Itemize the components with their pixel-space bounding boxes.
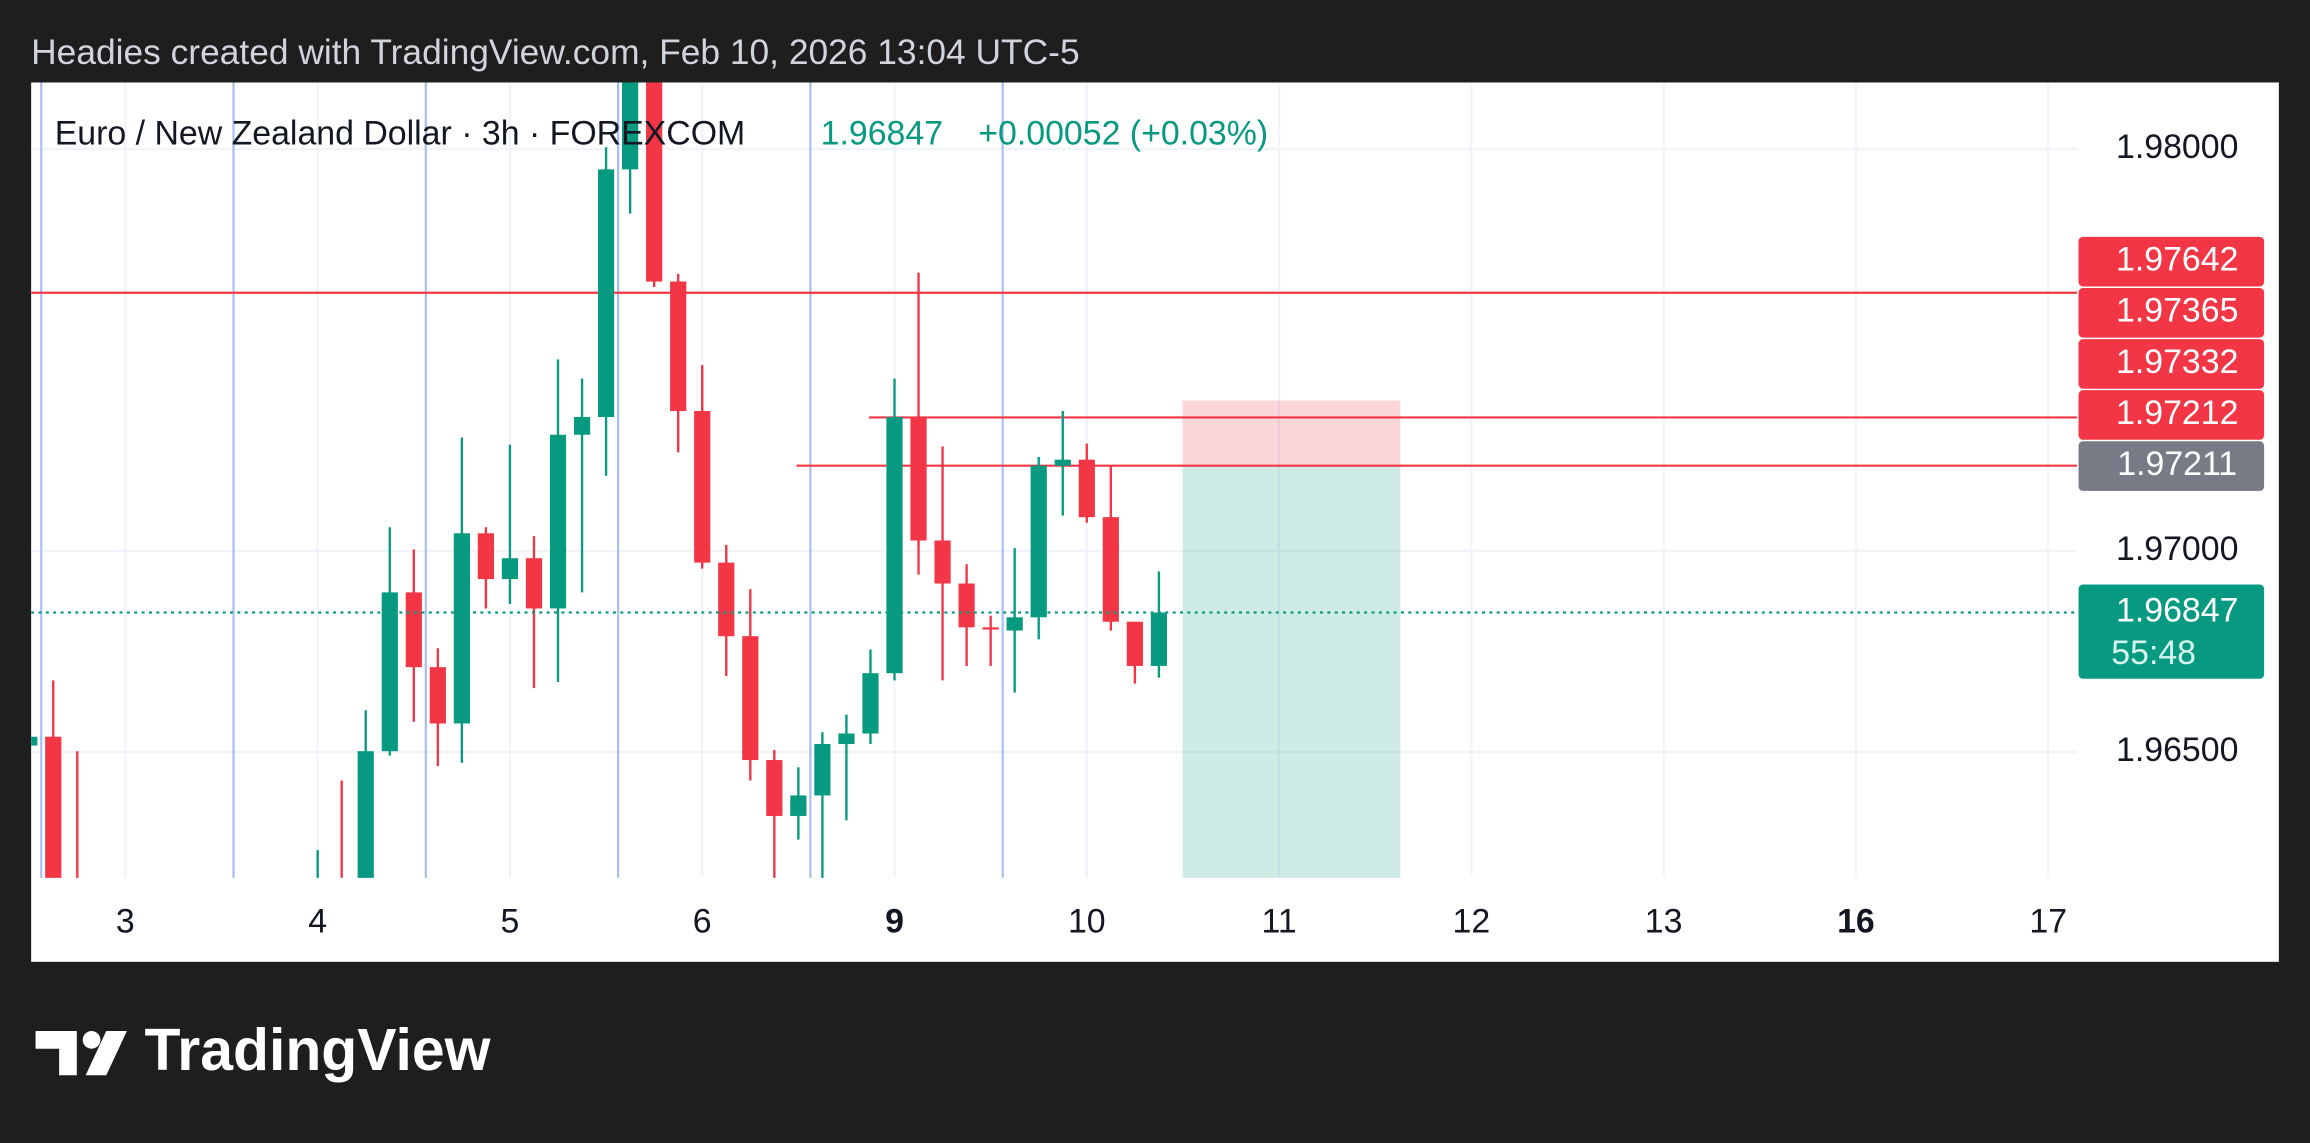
current-price-label: 1.96847	[2116, 591, 2238, 629]
logo-dot	[82, 1031, 101, 1049]
candle-body	[549, 434, 567, 609]
candle-body	[934, 540, 951, 584]
x-tick-label: 5	[501, 902, 520, 940]
candle-body	[31, 736, 38, 746]
price-label-box	[2078, 339, 2265, 389]
candle-body	[862, 673, 879, 734]
legend-price: 1.96847	[821, 114, 943, 152]
candle-body	[910, 417, 927, 541]
candle-body	[525, 558, 543, 609]
x-tick-label: 10	[1068, 902, 1106, 940]
candle-body	[766, 760, 783, 816]
candle-body	[742, 636, 759, 761]
price-label-box	[2078, 441, 2265, 491]
countdown: 55:48	[2111, 634, 2196, 672]
price-label: 1.97642	[2116, 241, 2238, 279]
chart-panel	[31, 82, 2279, 962]
candle-body	[1054, 459, 1071, 466]
x-tick-label: 3	[116, 902, 135, 940]
price-label: 1.97332	[2116, 343, 2238, 381]
candle-body	[790, 795, 807, 816]
y-tick-label: 1.97000	[2116, 530, 2238, 568]
candle-body	[814, 743, 831, 796]
candle-body	[381, 592, 398, 752]
candle-body	[694, 411, 711, 563]
candle-body	[573, 417, 591, 435]
legend-symbol: Euro / New Zealand Dollar · 3h · FOREXCO…	[55, 114, 746, 152]
price-label: 1.97212	[2116, 394, 2238, 432]
y-tick-label: 1.98000	[2116, 128, 2238, 166]
logo-mark	[35, 1031, 77, 1076]
header: Headies created with TradingView.com, Fe…	[31, 33, 1079, 72]
candle-body	[1102, 517, 1119, 622]
x-tick-label: 11	[1261, 902, 1296, 940]
overlay: 1.98000 1.97000 1.96500 3 4 5 6 9 10 11 12 13 16 17 Eu…	[55, 114, 2265, 940]
x-tick-label: 9	[885, 902, 904, 940]
candle-body	[670, 281, 687, 412]
plot	[31, 82, 2078, 878]
candle-body	[718, 562, 735, 637]
x-tick-label: 13	[1645, 902, 1683, 940]
candle-body	[838, 733, 855, 744]
candle-body	[501, 558, 519, 580]
price-label: 1.97211	[2117, 445, 2237, 483]
candle-body	[1126, 621, 1143, 666]
candle-body	[453, 533, 470, 724]
candle-body	[477, 533, 495, 580]
candle-body	[1078, 459, 1095, 518]
candle-body	[622, 82, 639, 170]
brand-name: TradingView	[145, 1018, 491, 1083]
price-label: 1.97365	[2116, 292, 2238, 330]
candle-body	[45, 736, 62, 878]
current-price-box	[2078, 584, 2265, 679]
x-tick-label: 6	[693, 902, 712, 940]
price-label-box	[2078, 236, 2265, 287]
x-tick-label: 4	[308, 902, 327, 940]
candle-body	[1006, 617, 1023, 631]
candle-body	[958, 583, 975, 628]
price-label-box	[2078, 287, 2265, 338]
legend-change: +0.00052 (+0.03%)	[978, 114, 1268, 152]
price-label-box	[2078, 390, 2265, 440]
candle-body	[405, 592, 422, 668]
x-tick-label: 12	[1453, 902, 1491, 940]
x-tick-label: 17	[2029, 902, 2067, 940]
brand-logo	[35, 1031, 127, 1076]
candle-body	[646, 82, 663, 282]
candle-body	[982, 627, 999, 630]
x-tick-label: 16	[1837, 902, 1875, 940]
logo-slash	[85, 1031, 127, 1076]
candle-body	[886, 417, 903, 674]
target-zone	[1182, 466, 1401, 878]
candle-body	[597, 169, 615, 418]
candle-body	[357, 751, 374, 878]
candle-body	[1030, 465, 1047, 618]
stop-zone	[1182, 400, 1401, 467]
y-tick-label: 1.96500	[2116, 731, 2238, 769]
candle-body	[429, 667, 446, 724]
candle-body	[1150, 612, 1168, 666]
